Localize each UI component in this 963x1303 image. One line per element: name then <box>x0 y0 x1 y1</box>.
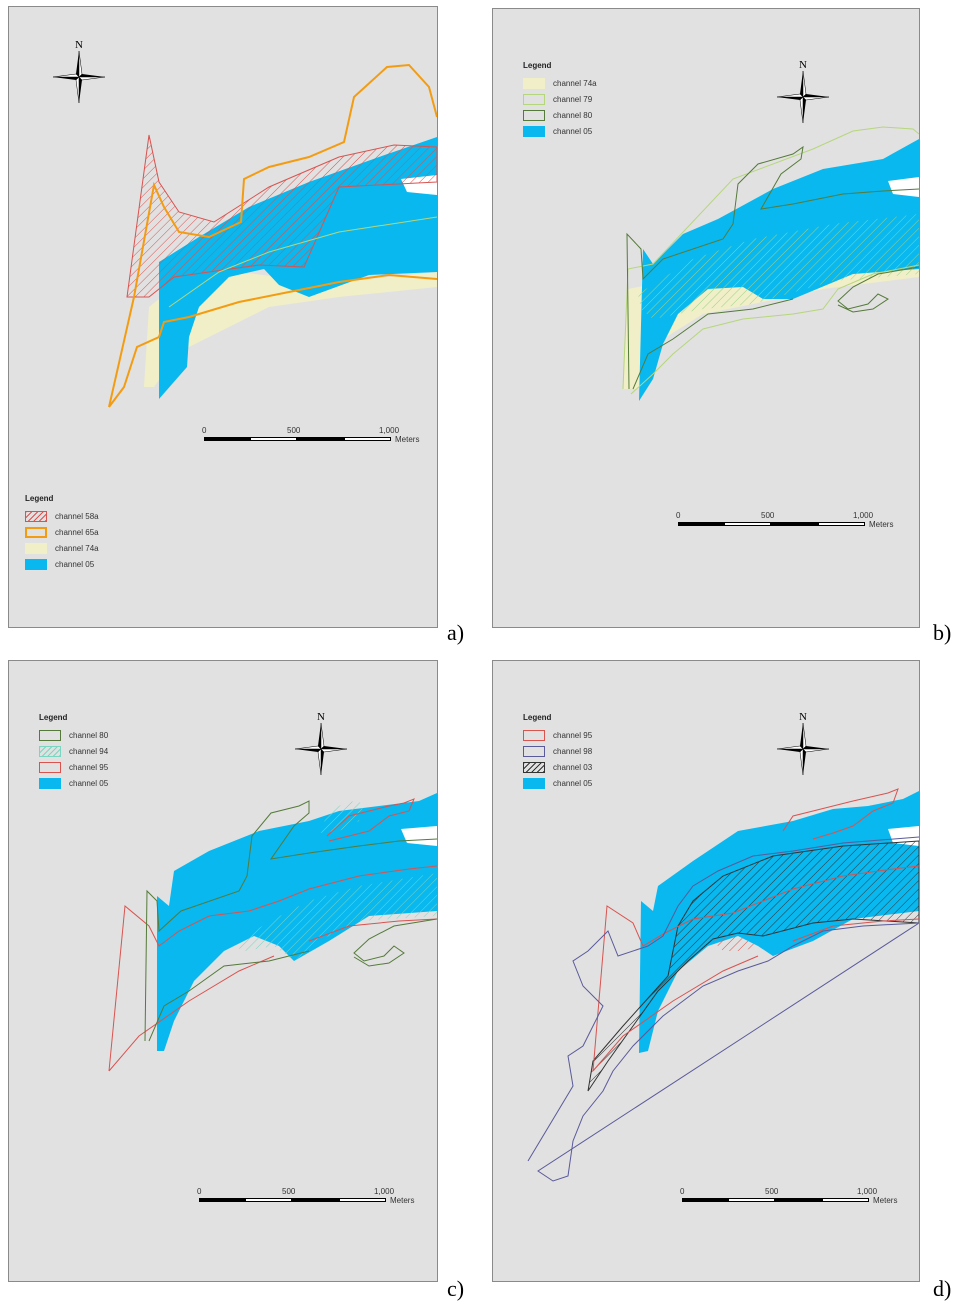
scale-tick-1000: 1,000 <box>857 1187 878 1196</box>
north-label: N <box>799 59 807 71</box>
legend-title: Legend <box>523 61 552 70</box>
channel-05-polygon <box>159 137 437 399</box>
legend-item: channel 94 <box>39 743 108 759</box>
legend-item: channel 03 <box>523 759 592 775</box>
channel-74a-outline-line <box>168 216 437 308</box>
legend-item: channel 05 <box>25 556 99 572</box>
legend-c: Legend channel 80 channel 94 channel 95 … <box>39 713 108 791</box>
legend-d: Legend channel 95 channel 98 channel 03 … <box>523 713 592 791</box>
legend-item: channel 95 <box>523 727 592 743</box>
scale-tick-0: 0 <box>676 511 681 520</box>
channel-80-outline <box>144 800 437 1042</box>
scale-unit: Meters <box>390 1196 415 1205</box>
channel-58a-polygon <box>126 134 437 298</box>
north-arrow-a: N <box>49 39 109 109</box>
legend-a: Legend channel 58a channel 65a channel 7… <box>25 494 99 572</box>
map-canvas-a <box>108 63 437 408</box>
scale-unit: Meters <box>869 520 894 529</box>
legend-item: channel 05 <box>39 775 108 791</box>
channel-98-outline <box>527 836 919 1182</box>
north-label: N <box>799 711 807 723</box>
legend-title: Legend <box>39 713 68 722</box>
legend-item: channel 05 <box>523 123 597 139</box>
legend-item: channel 74a <box>25 540 99 556</box>
scale-tick-1000: 1,000 <box>853 511 874 520</box>
scale-bar-a: 0 500 1,000 Meters <box>199 426 437 450</box>
map-canvas-d <box>527 788 919 1182</box>
channel-80-outline <box>626 145 919 390</box>
channel-65a-outline <box>108 63 437 408</box>
island <box>401 826 437 846</box>
channel-hatched-strip <box>713 936 758 951</box>
scale-bar-b: 0 500 1,000 Meters <box>673 511 913 535</box>
compass-icon <box>295 723 347 775</box>
scale-tick-500: 500 <box>282 1187 296 1196</box>
legend-item: channel 79 <box>523 91 597 107</box>
panel-label-d: d) <box>933 1276 952 1301</box>
channel-95-outline <box>592 788 919 1072</box>
legend-title: Legend <box>523 713 552 722</box>
channel-94-top-polygon <box>319 801 364 833</box>
legend-item: channel 74a <box>523 75 597 91</box>
scale-bar-d: 0 500 1,000 Meters <box>677 1187 917 1211</box>
map-panel-a: N 0 500 1,000 Meters Legend channel 58a … <box>8 6 438 628</box>
scale-tick-0: 0 <box>197 1187 202 1196</box>
scale-unit: Meters <box>873 1196 898 1205</box>
legend-b: Legend channel 74a channel 79 channel 80… <box>523 61 597 139</box>
compass-icon <box>777 723 829 775</box>
scale-tick-0: 0 <box>202 426 207 435</box>
panel-label-b: b) <box>933 620 952 645</box>
scale-tick-1000: 1,000 <box>379 426 400 435</box>
panel-label-a: a) <box>447 620 465 645</box>
island <box>888 826 919 846</box>
channel-94-polygon <box>234 873 437 961</box>
compass-icon <box>53 51 105 103</box>
legend-item: channel 80 <box>39 727 108 743</box>
channel-03-polygon <box>587 840 919 1092</box>
scale-unit: Meters <box>395 435 420 444</box>
channel-hatched-polygon <box>638 214 919 319</box>
legend-item: channel 95 <box>39 759 108 775</box>
scale-tick-1000: 1,000 <box>374 1187 395 1196</box>
channel-79-outline <box>622 126 919 395</box>
scale-tick-500: 500 <box>761 511 775 520</box>
scale-bar-c: 0 500 1,000 Meters <box>194 1187 434 1211</box>
scale-tick-500: 500 <box>765 1187 779 1196</box>
channel-95-outline <box>108 798 437 1072</box>
legend-item: channel 05 <box>523 775 592 791</box>
panel-label-c: c) <box>447 1276 465 1301</box>
legend-item: channel 58a <box>25 508 99 524</box>
north-label: N <box>317 711 325 723</box>
map-canvas-b <box>622 126 919 401</box>
map-panel-d: Legend channel 95 channel 98 channel 03 … <box>492 660 920 1282</box>
island <box>888 177 919 197</box>
map-canvas-c <box>108 793 437 1072</box>
map-panel-c: Legend channel 80 channel 94 channel 95 … <box>8 660 438 1282</box>
legend-item: channel 65a <box>25 524 99 540</box>
legend-title: Legend <box>25 494 54 503</box>
north-arrow-d: N <box>773 711 833 781</box>
north-arrow-b: N <box>773 59 833 129</box>
scale-tick-500: 500 <box>287 426 301 435</box>
legend-item: channel 98 <box>523 743 592 759</box>
north-arrow-c: N <box>291 711 351 781</box>
channel-74a-polygon <box>144 272 437 387</box>
legend-item: channel 80 <box>523 107 597 123</box>
map-panel-b: Legend channel 74a channel 79 channel 80… <box>492 8 920 628</box>
north-label: N <box>75 39 83 51</box>
scale-tick-0: 0 <box>680 1187 685 1196</box>
compass-icon <box>777 71 829 123</box>
